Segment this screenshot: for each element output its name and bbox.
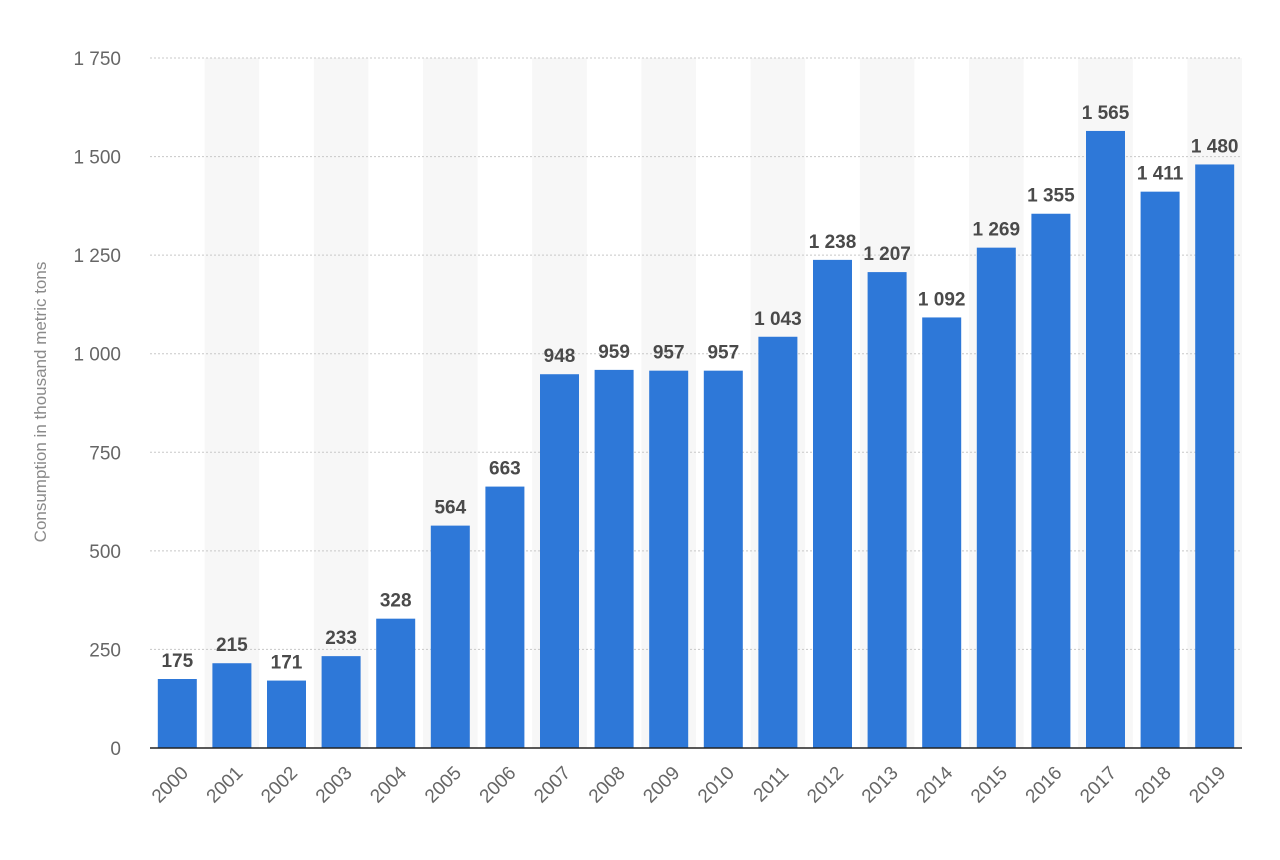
data-label: 1 092 [918,289,966,310]
x-tick-label: 2004 [366,762,411,807]
bar [1195,164,1235,748]
data-label: 1 043 [754,309,802,330]
y-tick-label: 500 [89,542,121,563]
bar [594,369,634,748]
y-axis-label: Consumption in thousand metric tons [31,262,50,543]
column-band [313,58,369,748]
x-tick-label: 2000 [148,763,193,808]
bar [430,525,470,748]
data-label: 957 [653,343,685,364]
data-label: 1 238 [809,232,857,253]
bar [321,656,361,748]
data-label: 215 [216,635,248,656]
bar [976,247,1016,748]
bar [1086,130,1125,748]
column-band [204,58,260,748]
data-label: 663 [489,459,521,480]
x-tick-label: 2006 [476,763,521,808]
data-label: 1 411 [1137,164,1184,185]
y-tick-label: 1 250 [73,246,121,267]
x-tick-label: 2016 [1022,763,1067,808]
data-label: 959 [598,342,630,363]
bar [485,486,525,748]
data-label: 1 207 [863,244,911,265]
data-label: 233 [325,628,357,649]
y-axis-ticks: 0 250 500 750 1 000 1 250 1 500 1 750 [73,49,121,760]
x-tick-label: 2018 [1131,763,1176,808]
x-axis-ticks: 2000 2001 2002 2003 2004 2005 2006 2007 2008 2009… [148,762,1230,807]
bar [703,370,743,748]
x-tick-label: 2012 [803,763,848,808]
bar [867,272,907,748]
bars [157,130,1235,749]
x-tick-label: 2014 [912,762,957,807]
data-label: 175 [161,651,193,672]
x-tick-label: 2007 [530,763,575,808]
x-tick-label: 2010 [694,763,739,808]
data-label: 171 [271,653,303,674]
x-tick-label: 2019 [1185,763,1230,808]
data-label: 1 355 [1027,186,1075,207]
bar [649,370,689,748]
x-tick-label: 2001 [203,763,248,808]
bar [758,336,798,748]
y-tick-label: 250 [89,640,121,661]
bar [157,679,197,748]
data-label: 1 480 [1191,136,1239,157]
x-tick-label: 2009 [639,763,684,808]
x-tick-label: 2008 [585,763,630,808]
data-label: 957 [707,343,739,364]
x-tick-label: 2015 [967,763,1012,808]
x-tick-label: 2011 [750,763,794,807]
y-tick-label: 1 750 [73,49,121,70]
data-label: 1 565 [1082,103,1130,124]
bar [1140,191,1180,749]
y-tick-label: 750 [89,443,121,464]
data-label: 328 [380,591,412,612]
x-tick-label: 2002 [257,763,302,808]
x-tick-label: 2005 [421,763,466,808]
data-label: 1 269 [973,220,1021,241]
y-tick-label: 1 000 [73,345,121,366]
y-tick-label: 1 500 [73,148,121,169]
bar [813,259,852,748]
bar [267,680,306,748]
y-tick-label: 0 [110,739,121,760]
x-tick-label: 2017 [1076,763,1121,808]
bar [376,618,416,748]
data-label: 948 [544,346,576,367]
bar [922,317,962,748]
data-label: 564 [434,498,466,519]
x-tick-label: 2003 [312,763,357,808]
bar [212,663,252,748]
x-tick-label: 2013 [858,763,903,808]
bar [540,374,579,748]
value-labels: 175 215 171 233 328 564 663 948 959 957 957 1 043 1 … [161,103,1238,674]
bar [1031,213,1071,748]
